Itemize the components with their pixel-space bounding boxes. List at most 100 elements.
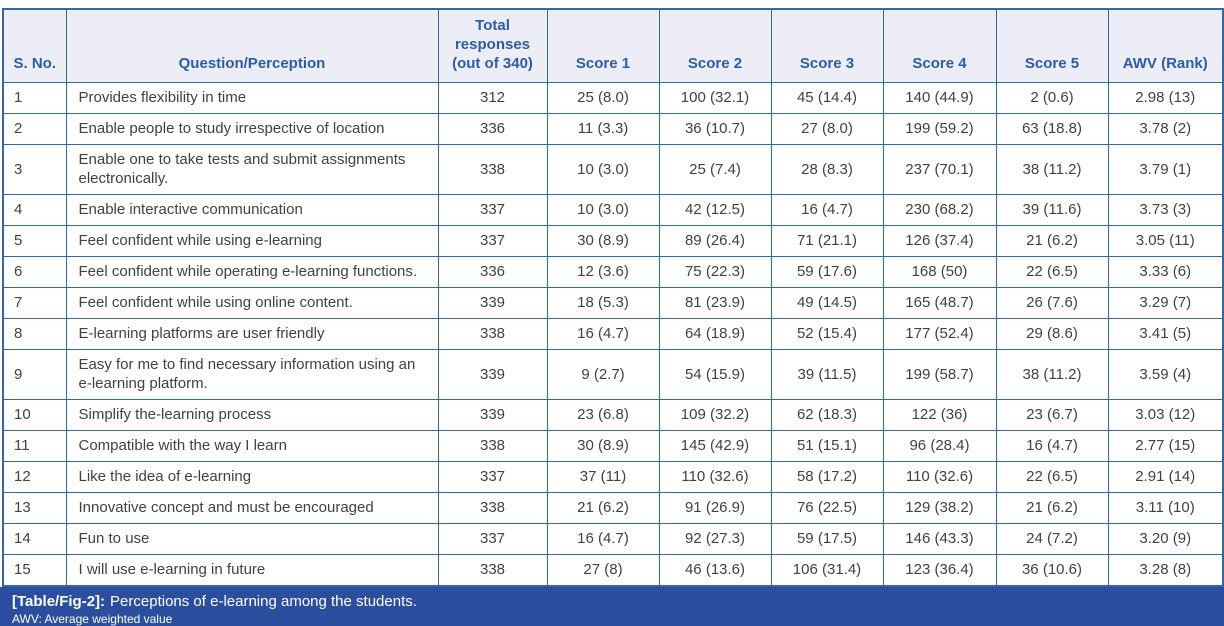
cell-value: 199 (59.2)	[882, 113, 997, 145]
table-row: 15 I will use e-learning in future 338 27 (…	[2, 554, 1224, 587]
cell-value: 129 (38.2)	[882, 492, 997, 524]
table-row: 1 Provides flexibility in time 312 25 (8.0)…	[2, 82, 1224, 114]
cell-question: Fun to use	[65, 523, 439, 555]
cell-value: 336	[437, 256, 548, 288]
cell-question: E-learning platforms are user friendly	[65, 318, 439, 350]
cell-value: 39 (11.5)	[770, 349, 884, 400]
table-body: 1 Provides flexibility in time 312 25 (8.0)…	[2, 82, 1224, 587]
cell-value: 3.20 (9)	[1107, 523, 1224, 555]
header-row: S. No. Question/Perception Total responses…	[2, 8, 1224, 83]
cell-value: 109 (32.2)	[658, 399, 772, 431]
cell-value: 23 (6.7)	[995, 399, 1109, 431]
cell-value: 21 (6.2)	[995, 492, 1109, 524]
cell-sno: 10	[2, 399, 67, 431]
cell-sno: 13	[2, 492, 67, 524]
caption-label: [Table/Fig-2]:	[12, 593, 106, 610]
table-row: 4 Enable interactive communication 337 10 (…	[2, 194, 1224, 226]
cell-value: 10 (3.0)	[546, 194, 660, 226]
cell-value: 30 (8.9)	[546, 225, 660, 257]
cell-value: 3.33 (6)	[1107, 256, 1224, 288]
cell-value: 46 (13.6)	[658, 554, 772, 587]
cell-sno: 7	[2, 287, 67, 319]
cell-value: 58 (17.2)	[770, 461, 884, 493]
cell-value: 51 (15.1)	[770, 430, 884, 462]
cell-value: 9 (2.7)	[546, 349, 660, 400]
cell-value: 16 (4.7)	[770, 194, 884, 226]
cell-value: 63 (18.8)	[995, 113, 1109, 145]
cell-value: 2.98 (13)	[1107, 82, 1224, 114]
cell-value: 168 (50)	[882, 256, 997, 288]
cell-value: 37 (11)	[546, 461, 660, 493]
cell-question: Compatible with the way I learn	[65, 430, 439, 462]
cell-sno: 1	[2, 82, 67, 114]
cell-value: 122 (36)	[882, 399, 997, 431]
cell-value: 338	[437, 318, 548, 350]
header-cell: S. No.	[2, 8, 67, 83]
cell-sno: 3	[2, 144, 67, 195]
cell-value: 10 (3.0)	[546, 144, 660, 195]
caption-bar: [Table/Fig-2]: Perceptions of e-learning …	[0, 587, 1224, 626]
cell-value: 38 (11.2)	[995, 144, 1109, 195]
cell-value: 230 (68.2)	[882, 194, 997, 226]
cell-value: 25 (8.0)	[546, 82, 660, 114]
table-row: 11 Compatible with the way I learn 338 30 (…	[2, 430, 1224, 462]
cell-sno: 4	[2, 194, 67, 226]
cell-value: 89 (26.4)	[658, 225, 772, 257]
cell-value: 338	[437, 492, 548, 524]
cell-value: 24 (7.2)	[995, 523, 1109, 555]
cell-value: 3.29 (7)	[1107, 287, 1224, 319]
table-row: 10 Simplify the-learning process 339 23 (6.…	[2, 399, 1224, 431]
header-cell: Score 3	[770, 8, 884, 83]
header-cell: AWV (Rank)	[1107, 8, 1224, 83]
cell-value: 76 (22.5)	[770, 492, 884, 524]
cell-value: 165 (48.7)	[882, 287, 997, 319]
table-row: 14 Fun to use 337 16 (4.7) 92 (27.3) 59 (17.5…	[2, 523, 1224, 555]
cell-value: 3.79 (1)	[1107, 144, 1224, 195]
cell-question: Feel confident while operating e-learnin…	[65, 256, 439, 288]
table-row: 7 Feel confident while using online conte…	[2, 287, 1224, 319]
cell-value: 36 (10.7)	[658, 113, 772, 145]
cell-value: 49 (14.5)	[770, 287, 884, 319]
cell-value: 54 (15.9)	[658, 349, 772, 400]
cell-value: 3.05 (11)	[1107, 225, 1224, 257]
cell-sno: 14	[2, 523, 67, 555]
cell-sno: 8	[2, 318, 67, 350]
cell-value: 39 (11.6)	[995, 194, 1109, 226]
cell-value: 237 (70.1)	[882, 144, 997, 195]
cell-value: 3.78 (2)	[1107, 113, 1224, 145]
cell-value: 42 (12.5)	[658, 194, 772, 226]
cell-value: 25 (7.4)	[658, 144, 772, 195]
cell-value: 339	[437, 349, 548, 400]
cell-value: 123 (36.4)	[882, 554, 997, 587]
header-cell: Score 4	[882, 8, 997, 83]
cell-value: 145 (42.9)	[658, 430, 772, 462]
table-row: 5 Feel confident while using e-learning 33…	[2, 225, 1224, 257]
table-row: 6 Feel confident while operating e-learni…	[2, 256, 1224, 288]
cell-value: 337	[437, 225, 548, 257]
cell-value: 30 (8.9)	[546, 430, 660, 462]
cell-sno: 6	[2, 256, 67, 288]
cell-value: 338	[437, 430, 548, 462]
cell-value: 96 (28.4)	[882, 430, 997, 462]
cell-value: 337	[437, 461, 548, 493]
cell-question: Feel confident while using e-learning	[65, 225, 439, 257]
cell-value: 22 (6.5)	[995, 461, 1109, 493]
cell-question: Provides flexibility in time	[65, 82, 439, 114]
table-row: 3 Enable one to take tests and submit ass…	[2, 144, 1224, 195]
cell-value: 312	[437, 82, 548, 114]
cell-value: 3.03 (12)	[1107, 399, 1224, 431]
caption-line: [Table/Fig-2]: Perceptions of e-learning …	[12, 592, 1212, 611]
header-cell: Score 5	[995, 8, 1109, 83]
cell-value: 106 (31.4)	[770, 554, 884, 587]
cell-value: 2.91 (14)	[1107, 461, 1224, 493]
perceptions-table: S. No. Question/Perception Total responses…	[2, 8, 1224, 587]
cell-question: Enable one to take tests and submit assi…	[65, 144, 439, 195]
cell-value: 12 (3.6)	[546, 256, 660, 288]
cell-value: 81 (23.9)	[658, 287, 772, 319]
cell-value: 18 (5.3)	[546, 287, 660, 319]
cell-value: 3.59 (4)	[1107, 349, 1224, 400]
caption-note: AWV: Average weighted value	[12, 612, 173, 626]
cell-value: 28 (8.3)	[770, 144, 884, 195]
cell-value: 59 (17.6)	[770, 256, 884, 288]
cell-value: 338	[437, 554, 548, 587]
